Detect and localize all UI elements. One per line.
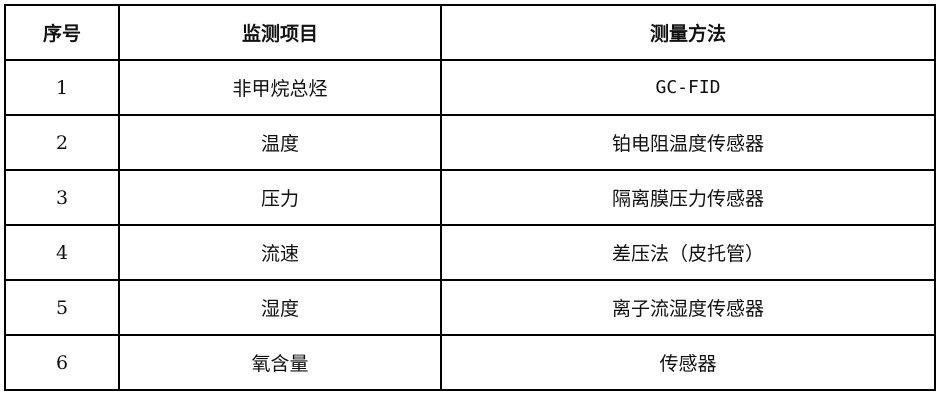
monitoring-table: 序号 监测项目 测量方法 1 非甲烷总烃 GC-FID 2 温度 铂电阻温度传感… [4,4,936,391]
cell-item: 压力 [118,169,442,226]
cell-item: 氧含量 [118,334,442,391]
cell-no: 1 [4,59,120,116]
table-row: 4 流速 差压法（皮托管） [4,224,936,281]
cell-item: 温度 [118,114,442,171]
cell-no: 3 [4,169,120,226]
table-row: 1 非甲烷总烃 GC-FID [4,59,936,116]
header-no: 序号 [4,4,120,61]
cell-no: 4 [4,224,120,281]
cell-method: 隔离膜压力传感器 [440,169,936,226]
cell-item: 非甲烷总烃 [118,59,442,116]
header-item: 监测项目 [118,4,442,61]
cell-item: 流速 [118,224,442,281]
cell-no: 6 [4,334,120,391]
cell-method: 离子流湿度传感器 [440,279,936,336]
cell-method: 差压法（皮托管） [440,224,936,281]
table-row: 5 湿度 离子流湿度传感器 [4,279,936,336]
cell-no: 2 [4,114,120,171]
header-method: 测量方法 [440,4,936,61]
cell-item: 湿度 [118,279,442,336]
cell-method: 铂电阻温度传感器 [440,114,936,171]
table-row: 6 氧含量 传感器 [4,334,936,391]
cell-no: 5 [4,279,120,336]
table-row: 3 压力 隔离膜压力传感器 [4,169,936,226]
table-row: 2 温度 铂电阻温度传感器 [4,114,936,171]
cell-method: 传感器 [440,334,936,391]
cell-method: GC-FID [440,59,936,116]
header-row: 序号 监测项目 测量方法 [4,4,936,61]
